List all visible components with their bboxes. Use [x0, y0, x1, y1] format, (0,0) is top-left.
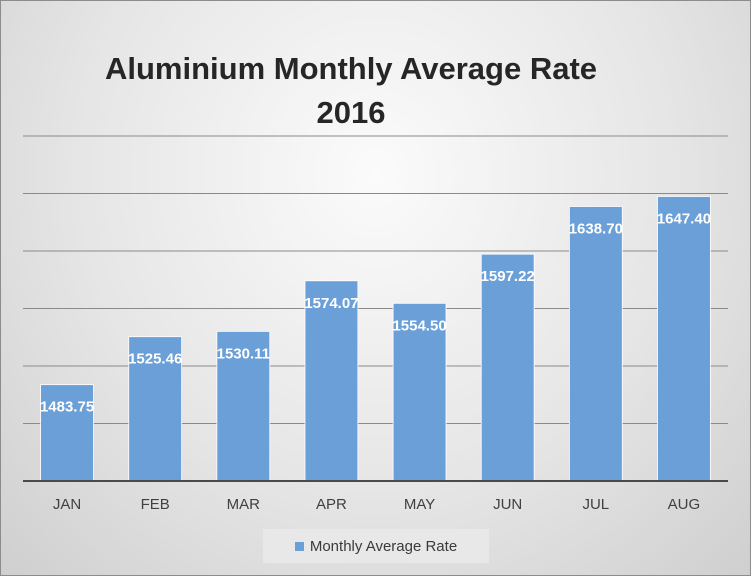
- chart-title: Aluminium Monthly Average Rate: [104, 51, 598, 86]
- data-label-jan: 1483.75: [40, 399, 94, 416]
- data-label-mar: 1530.11: [217, 345, 270, 362]
- x-tick-feb: FEB: [141, 496, 170, 513]
- x-tick-aug: AUG: [668, 496, 701, 513]
- chart-subtitle-year: 2016: [316, 95, 386, 130]
- x-tick-may: MAY: [404, 496, 435, 513]
- data-label-feb: 1525.46: [128, 351, 182, 368]
- bar-jan: [40, 384, 94, 482]
- x-tick-mar: MAR: [227, 496, 261, 513]
- bar-mar: [216, 330, 271, 482]
- bar-jul: [568, 206, 623, 482]
- data-label-jun: 1597.22: [481, 268, 535, 285]
- data-label-jul: 1638.70: [569, 220, 623, 237]
- data-label-aug: 1647.40: [657, 210, 711, 227]
- x-tick-jul: JUL: [582, 496, 609, 513]
- legend-swatch: [294, 541, 304, 551]
- bar-feb: [128, 336, 183, 482]
- bar-apr: [304, 280, 359, 482]
- data-labels: 1483.75 1525.46 1530.11 1574.07 1554.50 1597.…: [40, 210, 711, 415]
- x-tick-apr: APR: [316, 496, 347, 513]
- x-tick-jun: JUN: [493, 496, 522, 513]
- x-axis-ticks: JAN FEB MAR APR MAY JUN JUL AUG: [53, 496, 700, 513]
- x-tick-jan: JAN: [53, 496, 81, 513]
- data-label-may: 1554.50: [392, 317, 446, 334]
- bar-jun: [480, 253, 535, 482]
- legend-label: Monthly Average Rate: [309, 537, 458, 555]
- bars: [40, 196, 711, 482]
- legend: Monthly Average Rate: [263, 529, 489, 563]
- bar-may: [392, 302, 447, 482]
- data-label-apr: 1574.07: [304, 295, 358, 312]
- bar-aug: [657, 196, 711, 482]
